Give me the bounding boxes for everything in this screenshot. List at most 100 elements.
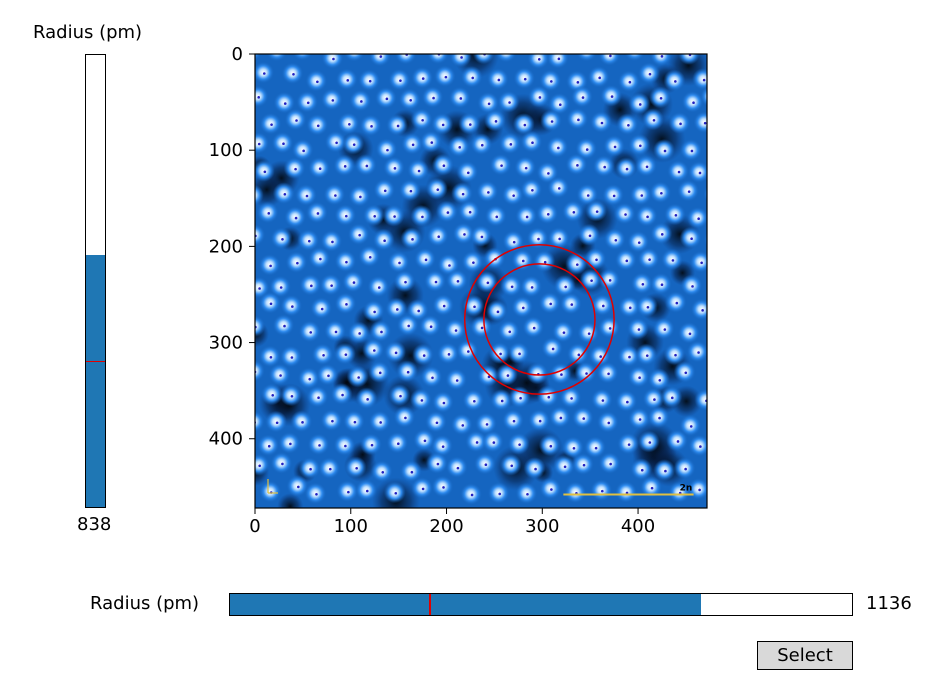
- atom-center-dot: [292, 72, 295, 76]
- atom-center-dot: [269, 264, 272, 268]
- atom-blob: [719, 114, 720, 136]
- atom-center-dot: [658, 378, 662, 382]
- atom-blob: [330, 383, 353, 406]
- atom-center-dot: [459, 97, 463, 100]
- atom-blob: [705, 273, 707, 285]
- atom-center-dot: [291, 305, 294, 308]
- atom-center-dot: [411, 238, 414, 241]
- atom-blob: [388, 68, 411, 91]
- atom-blob: [349, 89, 372, 112]
- atom-center-dot: [582, 463, 586, 467]
- atom-blob: [362, 338, 385, 361]
- atom-center-dot: [562, 331, 566, 334]
- atom-blob: [628, 407, 651, 430]
- atom-center-dot: [352, 281, 356, 284]
- atom-center-dot: [271, 393, 275, 397]
- atom-blob: [628, 133, 651, 156]
- atom-blob: [387, 250, 410, 273]
- atom-center-dot: [396, 124, 400, 128]
- atom-blob: [304, 482, 327, 505]
- atom-center-dot: [690, 149, 694, 153]
- atom-center-dot: [353, 420, 357, 424]
- atom-blob: [456, 339, 479, 362]
- atom-center-dot: [590, 279, 593, 282]
- atom-blob: [647, 406, 670, 429]
- atom-center-dot: [332, 57, 335, 61]
- atom-center-dot: [275, 421, 279, 425]
- atom-center-dot: [398, 261, 401, 265]
- atom-center-dot: [404, 416, 407, 420]
- atom-blob: [401, 132, 424, 155]
- atom-center-dot: [258, 287, 261, 290]
- vertical-slider-marker: [86, 360, 105, 363]
- atom-blob: [488, 341, 511, 364]
- atom-center-dot: [358, 233, 361, 237]
- atom-blob: [617, 432, 640, 455]
- image-plot[interactable]: 2n 0 100 200 300 400 0 100 200 300 400: [200, 40, 720, 540]
- atom-blob: [650, 222, 673, 245]
- atom-blob: [694, 388, 707, 411]
- atom-center-dot: [607, 421, 611, 425]
- atom-blob: [577, 223, 600, 246]
- atom-center-dot: [508, 330, 512, 334]
- atom-blob: [465, 430, 488, 453]
- atom-blob: [706, 460, 707, 468]
- atom-blob: [637, 247, 660, 270]
- atom-blob: [259, 112, 282, 135]
- atom-blob: [523, 457, 546, 480]
- atom-center-dot: [435, 421, 439, 425]
- atom-blob: [424, 410, 447, 433]
- atom-blob: [278, 431, 301, 454]
- atom-center-dot: [510, 464, 514, 468]
- atom-blob: [585, 199, 608, 222]
- atom-blob: [547, 176, 570, 199]
- atom-blob: [603, 228, 626, 251]
- atom-center-dot: [360, 100, 363, 103]
- atom-blob: [451, 182, 474, 205]
- atom-blob: [386, 431, 409, 454]
- atom-blob: [448, 86, 471, 109]
- atom-blob: [649, 86, 672, 109]
- atom-blob: [652, 317, 675, 340]
- atom-center-dot: [322, 353, 325, 357]
- atom-center-dot: [625, 167, 629, 171]
- atom-center-dot: [396, 442, 400, 446]
- atom-center-dot: [610, 95, 614, 98]
- atom-center-dot: [716, 146, 719, 149]
- atom-blob: [665, 429, 688, 452]
- horizontal-radius-slider[interactable]: [229, 593, 853, 616]
- atom-center-dot: [370, 125, 373, 128]
- atom-blob: [320, 229, 343, 252]
- atom-blob: [425, 452, 448, 475]
- horizontal-slider-label: Radius (pm): [90, 593, 200, 614]
- atom-center-dot: [653, 398, 656, 401]
- atom-center-dot: [257, 142, 261, 146]
- atom-blob: [444, 318, 467, 341]
- atom-blob: [354, 153, 377, 176]
- atom-blob: [458, 112, 481, 135]
- select-button[interactable]: Select: [757, 641, 853, 670]
- atom-center-dot: [279, 374, 282, 377]
- atom-blob: [333, 154, 356, 177]
- atom-blob: [635, 204, 658, 227]
- atom-blob: [653, 459, 676, 482]
- atom-center-dot: [379, 421, 382, 424]
- atom-blob: [462, 389, 485, 412]
- atom-center-dot: [309, 467, 312, 471]
- atom-center-dot: [648, 72, 652, 76]
- atom-center-dot: [585, 148, 589, 151]
- overlay-layer: 2n: [463, 244, 694, 496]
- atom-center-dot: [487, 102, 491, 106]
- atom-center-dot: [258, 464, 261, 468]
- atom-blob: [445, 368, 468, 391]
- vertical-radius-slider[interactable]: [85, 54, 106, 508]
- atom-blob: [265, 410, 288, 433]
- atom-center-dot: [689, 425, 693, 428]
- atom-blob: [320, 409, 343, 432]
- atom-center-dot: [417, 169, 421, 173]
- atom-blob: [630, 272, 653, 295]
- atom-blob: [299, 273, 322, 296]
- atom-blob: [419, 314, 442, 337]
- atom-blob: [640, 476, 663, 499]
- atom-center-dot: [675, 301, 679, 305]
